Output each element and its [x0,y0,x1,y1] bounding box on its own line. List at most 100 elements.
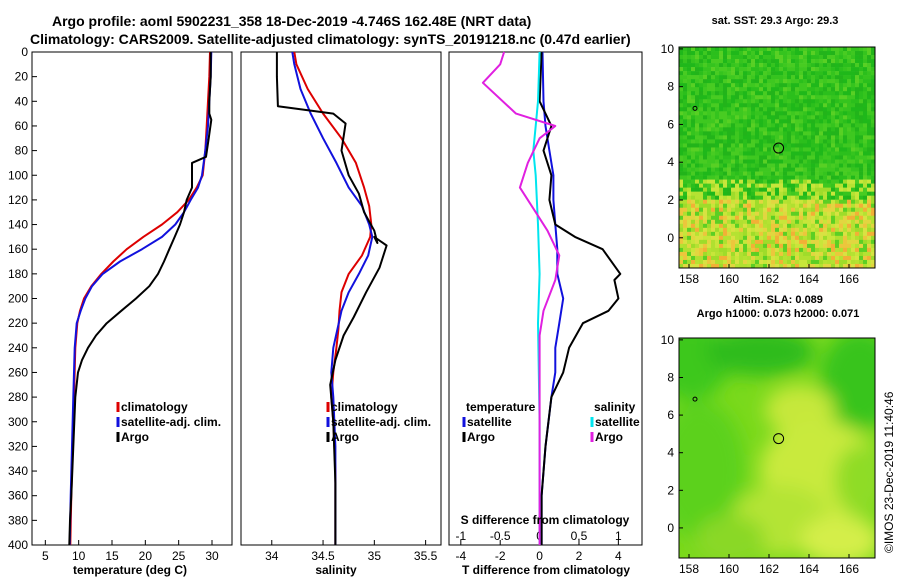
x-tick-label: 34.5 [311,549,335,563]
y-tick-label: 340 [8,464,28,478]
map-y-tick-label: 2 [667,193,674,207]
map-x-tick-label: 166 [839,272,859,286]
x-tick-label: 0 [536,549,543,563]
legend-entry-1-label: satellite-adj. clim. [331,415,431,429]
argo-position-marker [773,433,785,445]
map-y-tick-label: 0 [667,231,674,245]
sst-map-panel: sat. SST: 29.3 Argo: 29.3 0 2 4 6 8 10 158 160 1… [661,15,876,286]
map-x-tick-label: 158 [679,272,699,286]
x-tick-label: 34 [265,549,279,563]
chart-title-line2: Climatology: CARS2009. Satellite-adjuste… [30,31,631,47]
map-y-tick-label: 10 [661,42,675,56]
y-tick-label: 240 [8,341,28,355]
y-tick-label: 120 [8,193,28,207]
map-y-tick-label: 4 [667,155,674,169]
y-tick-label: 200 [8,292,28,306]
map-x-tick-label: 158 [679,562,699,576]
nearby-float-marker [692,105,698,111]
y-tick-label: 160 [8,242,28,256]
y-tick-label: 180 [8,267,28,281]
x-tick-label: -2 [495,549,506,563]
x-tick-label: -4 [455,549,466,563]
map-x-tick-label: 160 [719,272,739,286]
x-tick-label: 10 [72,549,86,563]
map-y-tick-label: 10 [661,333,675,347]
x-tick-label: 25 [172,549,186,563]
series-line-climatology [69,51,211,546]
map-y-tick-label: 8 [667,370,674,384]
y-tick-label: 20 [15,70,29,84]
s-top-tick-label: -1 [455,529,466,543]
map-y-tick-label: 6 [667,408,674,422]
series-line-argo [275,52,388,545]
sst-heatmap-cells [679,47,876,269]
x-tick-label: 30 [205,549,219,563]
legend-entry-1-label: satellite-adj. clim. [121,415,221,429]
temperature-xlabel: temperature (deg C) [73,563,187,577]
temperature-panel: 0 20 40 60 80 100 120 140 160 180 200 220 240 260 280 3… [8,45,233,577]
sla-map-panel: Altim. SLA: 0.089 Argo h1000: 0.073 h200… [661,294,876,576]
nearby-float-marker [692,396,698,402]
series-line-s-argo [481,51,561,545]
y-tick-label: 0 [21,45,28,59]
salinity-plot-frame [240,51,442,546]
legend-entry-2-label: Argo [121,430,149,444]
t-difference-xlabel: T difference from climatology [462,563,630,577]
map-x-tick-label: 162 [759,562,779,576]
sst-map-frame [678,46,876,269]
y-tick-label: 320 [8,439,28,453]
map-y-tick-label: 6 [667,117,674,131]
map-x-tick-label: 164 [799,562,819,576]
series-line-satellite-adj-clim- [291,51,374,545]
map-y-tick-label: 2 [667,483,674,497]
difference-panel: -4 -2 0 2 4 -1 -0.5 0 0.5 1 temperaturesatellite… [448,51,643,577]
map-x-tick-label: 162 [759,272,779,286]
map-y-tick-label: 0 [667,521,674,535]
y-tick-label: 360 [8,489,28,503]
x-tick-label: 20 [139,549,153,563]
y-tick-label: 380 [8,513,28,527]
temperature-plot-frame [31,51,233,546]
series-line-argo [68,52,213,546]
x-tick-label: 5 [42,549,49,563]
sla-map-title-line1: Altim. SLA: 0.089 [733,294,823,306]
legend-entry-0-label: climatology [121,400,188,414]
x-tick-label: 15 [105,549,119,563]
salinity-xlabel: salinity [315,563,357,577]
y-tick-label: 300 [8,415,28,429]
y-tick-label: 260 [8,365,28,379]
legend-s-satellite-label: satellite [595,415,640,429]
sla-heatmap-field [679,338,875,558]
legend-salinity-title: salinity [594,400,636,414]
map-x-tick-label: 164 [799,272,819,286]
s-top-tick-label: -0.5 [490,529,511,543]
y-tick-label: 80 [15,144,29,158]
y-tick-label: 100 [8,168,28,182]
copyright-credit: ©IMOS 23-Dec-2019 11:40:46 [882,391,896,553]
legend-s-argo-label: Argo [595,430,623,444]
map-x-tick-label: 160 [719,562,739,576]
legend-entry-0-label: climatology [331,400,398,414]
legend-entry-2-label: Argo [331,430,359,444]
y-tick-label: 400 [8,538,28,552]
y-tick-label: 60 [15,119,29,133]
chart-title-line1: Argo profile: aoml 5902231_358 18-Dec-20… [52,13,531,29]
map-y-tick-label: 4 [667,446,674,460]
y-tick-label: 280 [8,390,28,404]
series-line-climatology [293,51,373,545]
y-tick-label: 40 [15,94,29,108]
series-line-satellite-adj-clim- [68,51,213,546]
s-difference-label: S difference from climatology [461,513,630,527]
x-tick-label: 4 [615,549,622,563]
series-line-t-argo [538,51,622,545]
argo-position-marker [773,142,785,154]
x-tick-label: 2 [576,549,583,563]
legend-t-argo-label: Argo [467,430,495,444]
sla-map-frame [678,337,876,559]
sla-map-title-line2: Argo h1000: 0.073 h2000: 0.071 [697,308,860,320]
y-tick-label: 140 [8,218,28,232]
y-tick-label: 220 [8,316,28,330]
x-tick-label: 35 [368,549,382,563]
